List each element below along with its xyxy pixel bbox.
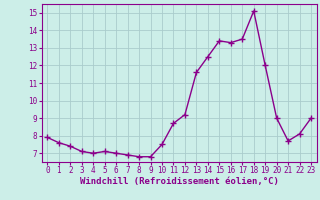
X-axis label: Windchill (Refroidissement éolien,°C): Windchill (Refroidissement éolien,°C) xyxy=(80,177,279,186)
